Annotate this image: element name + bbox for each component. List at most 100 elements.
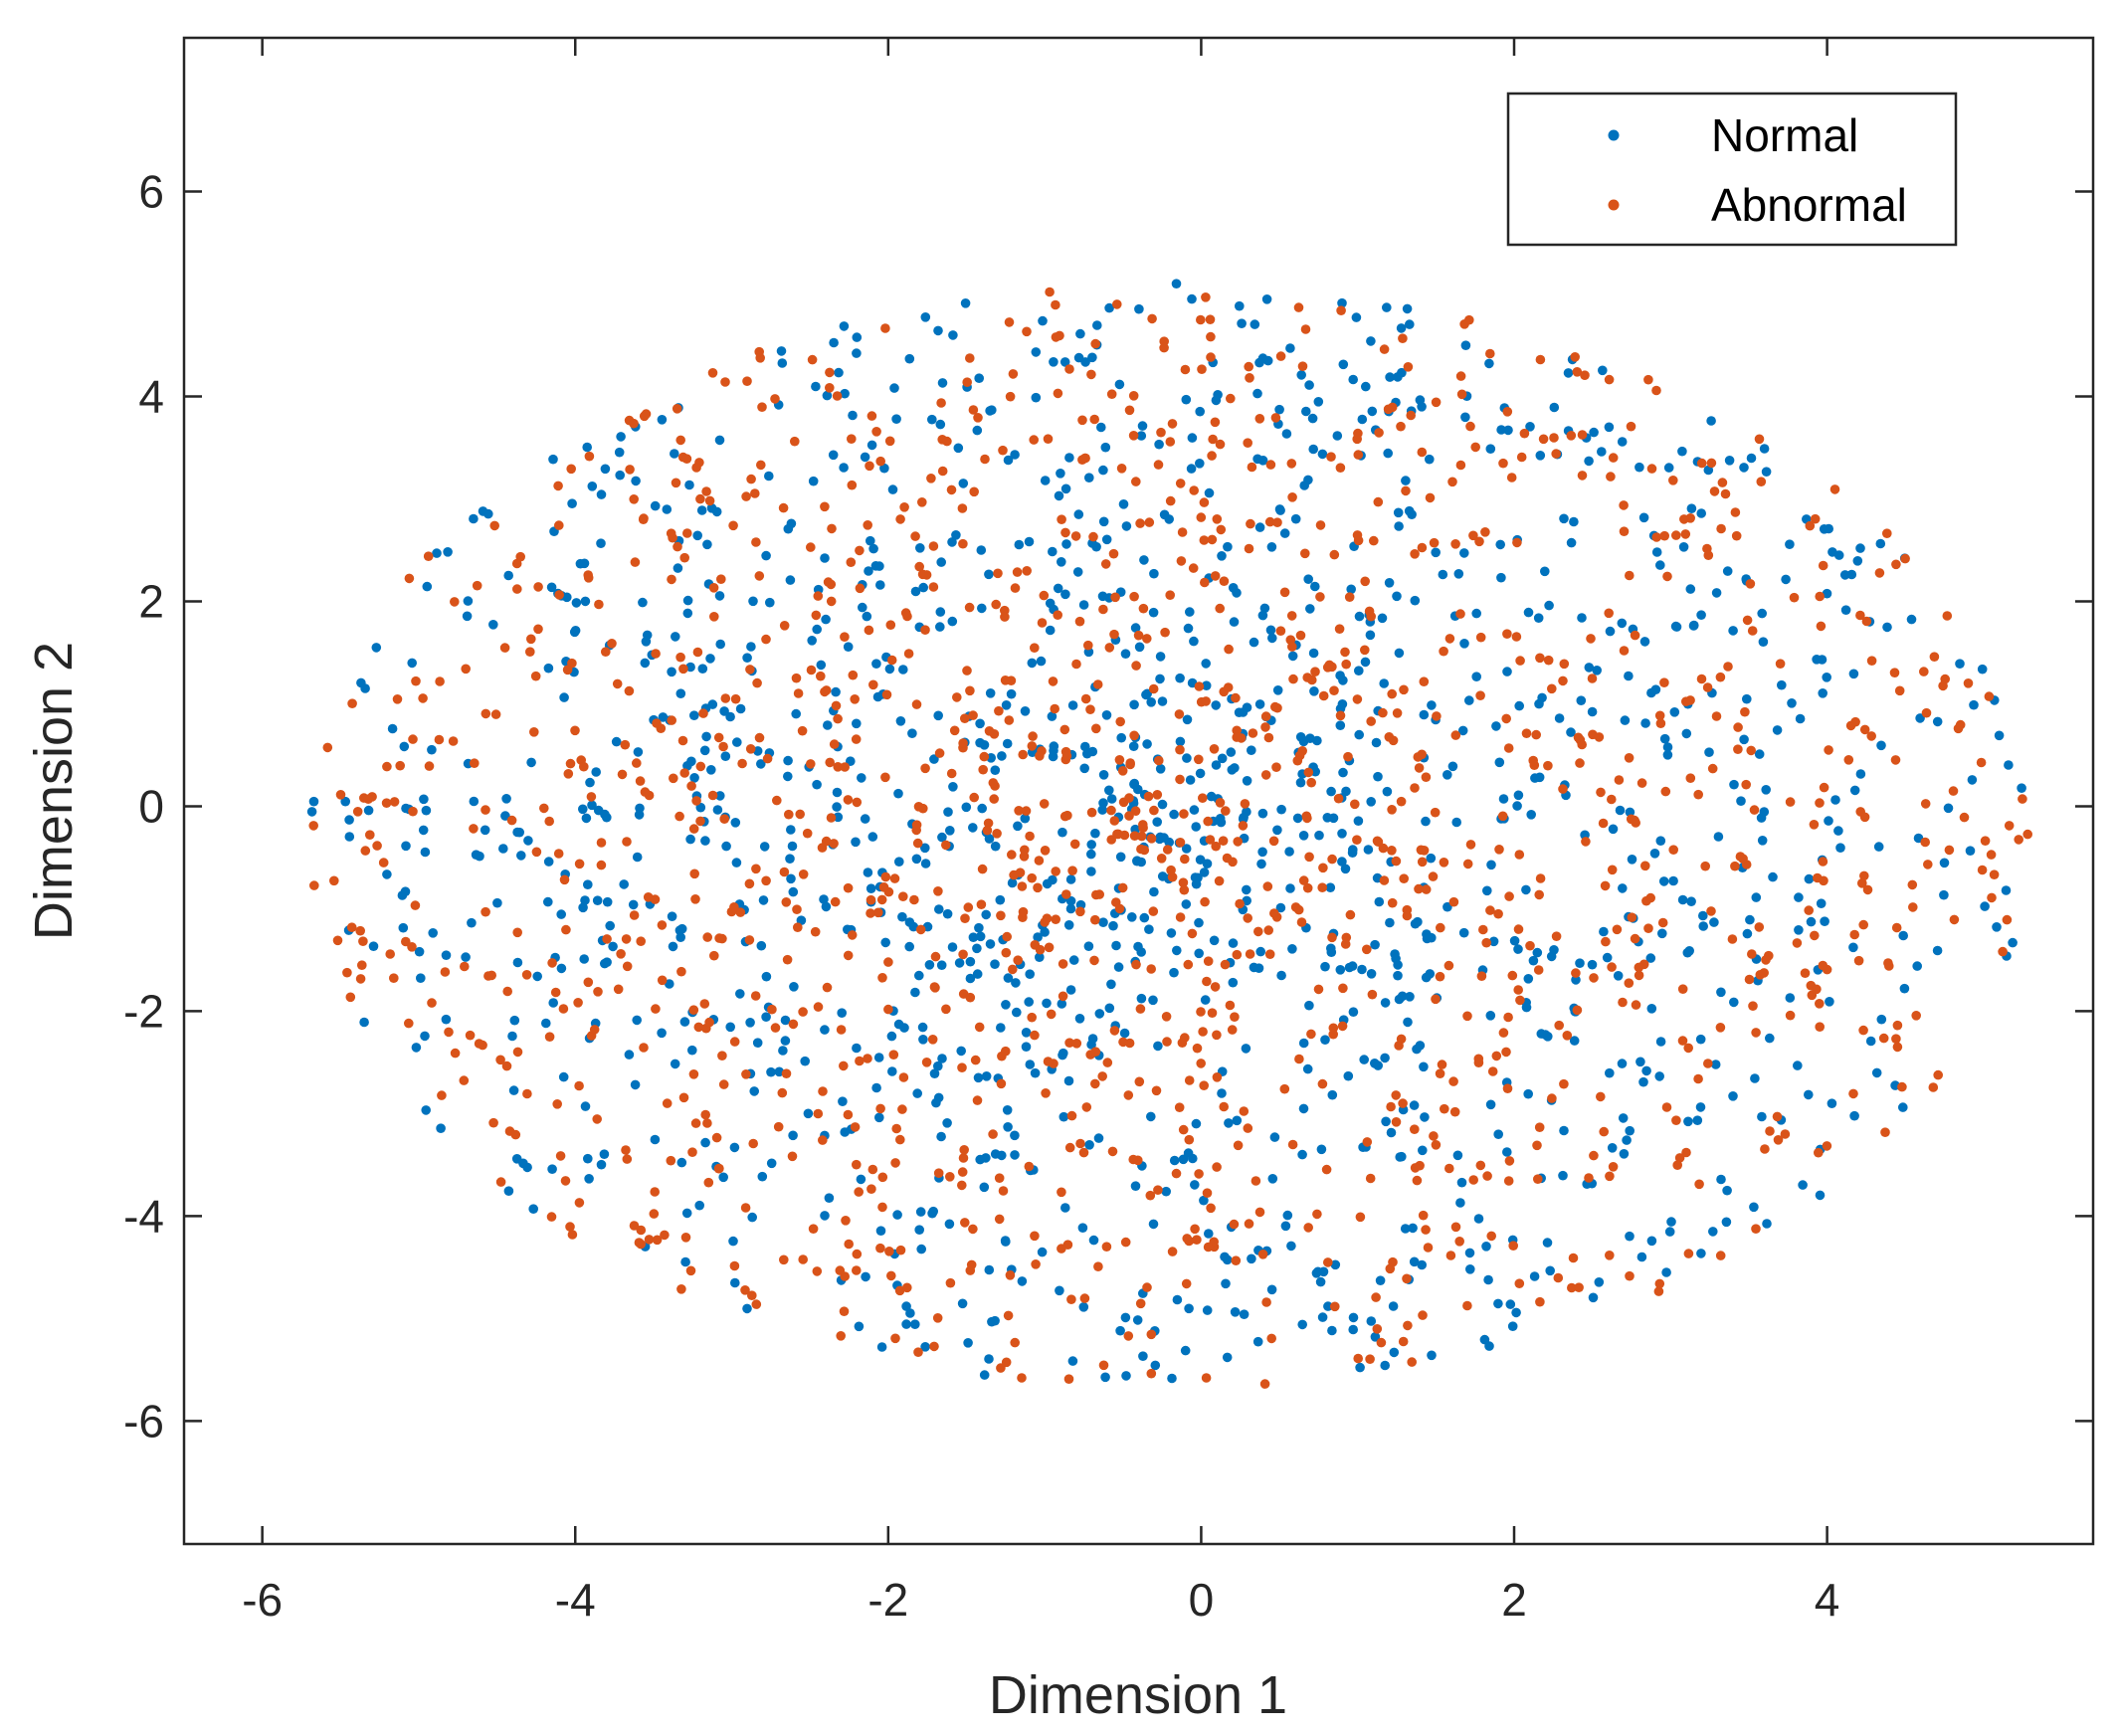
point-abnormal	[839, 1306, 850, 1316]
point-abnormal	[657, 975, 668, 986]
point-abnormal	[1403, 1320, 1413, 1331]
point-abnormal	[651, 1004, 661, 1014]
point-abnormal	[1759, 968, 1769, 978]
point-normal	[1249, 637, 1259, 648]
point-abnormal	[1350, 799, 1360, 810]
point-normal	[852, 332, 863, 342]
point-abnormal	[825, 757, 835, 768]
point-normal	[852, 718, 862, 729]
point-normal	[580, 596, 591, 607]
point-normal	[1722, 1185, 1732, 1196]
point-abnormal	[1940, 674, 1950, 684]
point-abnormal	[544, 816, 554, 827]
point-normal	[1250, 319, 1260, 329]
point-abnormal	[773, 1121, 784, 1132]
point-normal	[1338, 359, 1349, 370]
point-abnormal	[1399, 873, 1409, 883]
point-abnormal	[1106, 805, 1116, 816]
point-normal	[1311, 1268, 1322, 1278]
point-abnormal	[941, 1004, 951, 1015]
point-abnormal	[1605, 1251, 1615, 1260]
point-abnormal	[1125, 758, 1135, 768]
point-normal	[1254, 699, 1265, 709]
point-abnormal	[404, 573, 415, 584]
point-normal	[1116, 732, 1126, 743]
point-normal	[1252, 454, 1262, 465]
point-abnormal	[1747, 626, 1758, 636]
point-abnormal	[969, 792, 979, 803]
point-abnormal	[1027, 1012, 1037, 1023]
point-abnormal	[1090, 1078, 1100, 1089]
point-abnormal	[1519, 428, 1530, 439]
point-normal	[1622, 1135, 1632, 1145]
point-abnormal	[1630, 815, 1639, 826]
point-abnormal	[1206, 352, 1216, 362]
point-normal	[1620, 715, 1631, 725]
point-normal	[786, 873, 796, 884]
point-normal	[1382, 786, 1393, 797]
point-abnormal	[565, 758, 576, 769]
point-normal	[1692, 1115, 1703, 1125]
point-normal	[951, 530, 961, 540]
point-normal	[1757, 608, 1767, 619]
point-abnormal	[1051, 332, 1061, 342]
point-normal	[1566, 727, 1576, 737]
point-abnormal	[1074, 616, 1085, 627]
point-normal	[694, 1200, 704, 1211]
point-abnormal	[744, 878, 755, 889]
point-normal	[742, 1303, 752, 1314]
point-normal	[687, 1045, 697, 1056]
point-normal	[1382, 302, 1392, 312]
point-normal	[1175, 736, 1186, 747]
point-normal	[1502, 667, 1512, 676]
point-normal	[707, 699, 718, 709]
point-normal	[1096, 422, 1106, 433]
point-normal	[509, 1015, 520, 1026]
y-tick-label: -6	[123, 1395, 164, 1447]
point-abnormal	[1067, 866, 1077, 875]
point-abnormal	[1694, 1179, 1704, 1190]
point-abnormal	[1443, 960, 1454, 971]
point-normal	[1084, 473, 1094, 483]
point-normal	[1139, 555, 1149, 565]
point-abnormal	[583, 977, 594, 988]
point-abnormal	[821, 836, 832, 847]
point-normal	[1239, 1309, 1250, 1319]
point-abnormal	[1131, 477, 1141, 486]
point-abnormal	[1345, 909, 1356, 920]
point-abnormal	[1343, 751, 1353, 762]
point-normal	[1366, 336, 1376, 346]
point-normal	[1235, 300, 1245, 311]
point-abnormal	[1859, 812, 1870, 823]
point-abnormal	[820, 686, 830, 697]
point-abnormal	[779, 621, 790, 631]
point-normal	[1602, 952, 1613, 963]
point-abnormal	[742, 376, 752, 387]
point-abnormal	[761, 875, 771, 886]
point-abnormal	[1558, 675, 1568, 686]
point-abnormal	[1228, 857, 1238, 868]
point-abnormal	[1740, 706, 1750, 717]
point-abnormal	[1027, 872, 1037, 883]
point-abnormal	[529, 727, 539, 737]
point-abnormal	[1436, 922, 1445, 933]
point-normal	[1509, 935, 1520, 946]
point-abnormal	[945, 1277, 956, 1288]
point-normal	[1835, 843, 1845, 853]
point-normal	[1498, 794, 1509, 804]
point-normal	[1686, 896, 1696, 906]
point-abnormal	[1039, 799, 1050, 809]
point-abnormal	[1809, 820, 1820, 830]
point-abnormal	[1215, 798, 1226, 808]
point-abnormal	[365, 830, 375, 840]
point-normal	[1132, 1315, 1143, 1325]
point-abnormal	[1815, 798, 1825, 808]
point-abnormal	[1754, 922, 1765, 932]
point-normal	[1063, 1075, 1074, 1086]
point-abnormal	[666, 528, 676, 538]
point-normal	[1505, 1299, 1516, 1309]
point-normal	[1211, 395, 1222, 406]
point-normal	[961, 802, 972, 813]
point-abnormal	[1207, 451, 1217, 461]
point-abnormal	[813, 591, 824, 601]
